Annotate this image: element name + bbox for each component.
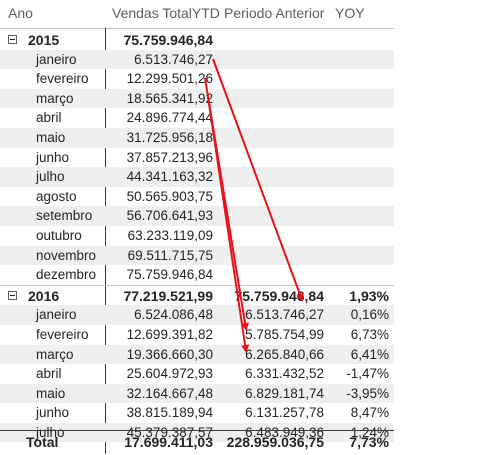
month-prev-value: 5.785.754,99 — [245, 326, 324, 342]
month-row[interactable]: julho 45.379.387,57 6.483.949,36 1,24% — [0, 422, 394, 443]
month-ytd-value: 19.366.660,30 — [126, 346, 213, 362]
year-ytd-value: 77.219.521,99 — [123, 287, 213, 304]
month-ytd-value: 63.233.119,09 — [127, 227, 213, 243]
month-yoy-value: 0,16% — [350, 307, 389, 323]
month-row[interactable]: abril 25.604.972,93 6.331.432,52 -1,47% — [0, 364, 394, 384]
month-prev-value: 6.513.746,27 — [245, 307, 324, 323]
month-ytd-value: 56.706.641,93 — [126, 208, 213, 224]
header-divider — [0, 28, 394, 29]
month-ytd-value: 45.379.387,57 — [126, 424, 213, 440]
month-label: abril — [36, 110, 62, 126]
month-row[interactable]: novembro 69.511.715,75 — [0, 245, 394, 266]
month-prev-value: 6.265.840,66 — [245, 346, 324, 362]
month-label: setembro — [36, 208, 93, 224]
month-row[interactable]: maio 32.164.667,48 6.829.181,74 -3,95% — [0, 383, 394, 404]
month-yoy-value: 6,41% — [350, 346, 389, 362]
month-row[interactable]: fevereiro 12.299.501,26 — [0, 69, 394, 89]
month-row[interactable]: abril 24.896.774,44 — [0, 108, 394, 128]
year-row-2016[interactable]: 2016 77.219.521,99 75.759.946,84 1,93% — [0, 284, 394, 306]
month-yoy-value: 8,47% — [350, 405, 389, 421]
column-header-vendas-total-ytd[interactable]: Vendas TotalYTD — [112, 5, 220, 21]
month-yoy-value: -3,95% — [346, 385, 389, 401]
month-label: julho — [36, 169, 65, 185]
month-row[interactable]: janeiro 6.513.746,27 — [0, 49, 394, 70]
month-label: janeiro — [36, 307, 77, 323]
year-row-2015[interactable]: 2015 75.759.946,84 — [0, 30, 394, 50]
total-row: Total 17.699.411,03 228.959.036,75 7,73% — [0, 430, 394, 455]
month-ytd-value: 50.565.903,75 — [126, 188, 213, 204]
month-ytd-value: 37.857.213,96 — [126, 149, 213, 165]
month-label: junho — [36, 405, 70, 421]
month-row[interactable]: dezembro 75.759.946,84 — [0, 265, 394, 285]
month-prev-value: 6.483.949,36 — [245, 424, 324, 440]
month-ytd-value: 38.815.189,94 — [126, 405, 213, 421]
month-label: março — [36, 346, 74, 362]
month-row[interactable]: março 19.366.660,30 6.265.840,66 6,41% — [0, 344, 394, 365]
year-yoy-value: 1,93% — [349, 287, 389, 304]
month-row[interactable]: junho 38.815.189,94 6.131.257,78 8,47% — [0, 403, 394, 423]
month-yoy-value: -1,47% — [346, 366, 389, 382]
year-label: 2016 — [28, 287, 60, 304]
month-prev-value: 6.131.257,78 — [245, 405, 324, 421]
collapse-icon[interactable] — [8, 290, 17, 300]
month-ytd-value: 32.164.667,48 — [126, 385, 213, 401]
month-prev-value: 6.331.432,52 — [245, 366, 324, 382]
total-ytd: 17.699.411,03 — [124, 434, 213, 450]
month-ytd-value: 12.299.501,26 — [126, 71, 213, 87]
month-label: agosto — [36, 188, 77, 204]
collapse-icon[interactable] — [8, 35, 17, 44]
month-ytd-value: 25.604.972,93 — [126, 366, 213, 382]
row-header-divider — [105, 28, 106, 454]
month-row[interactable]: outubro 63.233.119,09 — [0, 226, 394, 246]
year-prev-value: 75.759.946,84 — [234, 287, 324, 304]
month-ytd-value: 18.565.341,92 — [126, 90, 213, 106]
month-label: abril — [36, 366, 62, 382]
month-label: outubro — [36, 227, 82, 243]
column-header-ano[interactable]: Ano — [8, 5, 33, 21]
month-label: novembro — [36, 247, 97, 263]
month-yoy-value: 1,24% — [350, 424, 389, 440]
month-yoy-value: 6,73% — [350, 326, 389, 342]
month-label: maio — [36, 385, 66, 401]
month-row[interactable]: setembro 56.706.641,93 — [0, 206, 394, 226]
month-row[interactable]: junho 37.857.213,96 — [0, 148, 394, 168]
month-label: maio — [36, 129, 66, 145]
total-yoy: 7,73% — [349, 434, 389, 450]
column-header-periodo-anterior[interactable]: Periodo Anterior — [224, 5, 325, 21]
month-ytd-value: 6.513.746,27 — [134, 51, 213, 67]
month-ytd-value: 6.524.086,48 — [134, 307, 213, 323]
month-label: junho — [36, 149, 70, 165]
month-label: janeiro — [36, 51, 77, 67]
column-header-row: Ano Vendas TotalYTD Periodo Anterior YOY — [0, 0, 394, 28]
month-ytd-value: 69.511.715,75 — [127, 247, 213, 263]
total-prev: 228.959.036,75 — [226, 434, 324, 450]
month-ytd-value: 24.896.774,44 — [126, 110, 213, 126]
year-ytd-value: 75.759.946,84 — [123, 32, 213, 48]
month-label: julho — [36, 424, 65, 440]
month-label: dezembro — [36, 267, 97, 283]
month-label: fevereiro — [36, 71, 89, 87]
total-label: Total — [26, 434, 59, 450]
month-ytd-value: 75.759.946,84 — [126, 267, 213, 283]
month-row[interactable]: agosto 50.565.903,75 — [0, 187, 394, 207]
month-prev-value: 6.829.181,74 — [245, 385, 324, 401]
month-ytd-value: 31.725.956,18 — [126, 129, 213, 145]
month-ytd-value: 44.341.163,32 — [126, 169, 213, 185]
month-row[interactable]: fevereiro 12.699.391,82 5.785.754,99 6,73% — [0, 325, 394, 345]
month-label: março — [36, 90, 74, 106]
year-label: 2015 — [28, 32, 60, 48]
month-row[interactable]: março 18.565.341,92 — [0, 88, 394, 109]
matrix-rows: 2015 75.759.946,84 janeiro 6.513.746,27 feve… — [0, 30, 394, 443]
month-ytd-value: 12.699.391,82 — [126, 326, 213, 342]
month-row[interactable]: janeiro 6.524.086,48 6.513.746,27 0,16% — [0, 305, 394, 325]
column-header-yoy[interactable]: YOY — [335, 5, 365, 21]
month-row[interactable]: maio 31.725.956,18 — [0, 127, 394, 148]
month-label: fevereiro — [36, 326, 89, 342]
month-row[interactable]: julho 44.341.163,32 — [0, 167, 394, 187]
